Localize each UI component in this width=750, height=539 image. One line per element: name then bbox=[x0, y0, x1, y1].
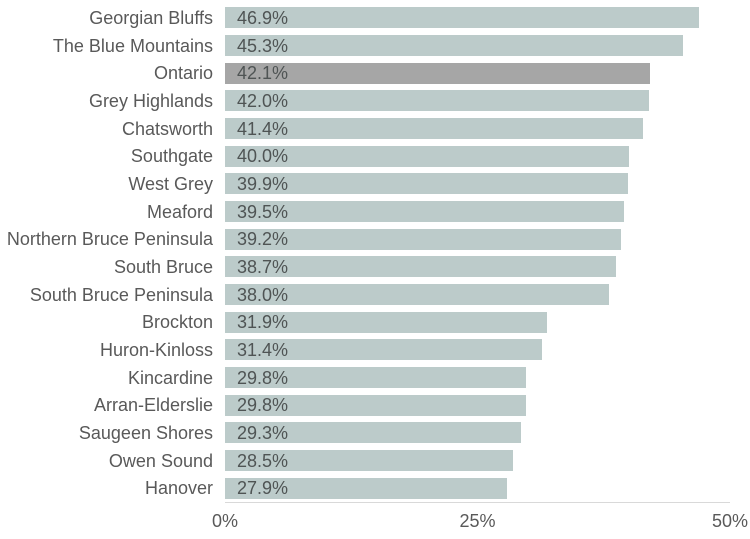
value-label: 31.9% bbox=[237, 312, 289, 333]
category-label: Saugeen Shores bbox=[78, 422, 213, 443]
category-label: South Bruce Peninsula bbox=[29, 284, 213, 305]
x-axis-line bbox=[225, 502, 730, 503]
value-label: 38.0% bbox=[237, 284, 289, 305]
bar-track: 45.3% bbox=[225, 35, 730, 56]
category-label: The Blue Mountains bbox=[52, 35, 213, 56]
category-label: Grey Highlands bbox=[88, 90, 213, 111]
bar: 45.3% bbox=[225, 35, 683, 56]
bar: 31.4% bbox=[225, 339, 543, 361]
bar: 46.9% bbox=[225, 7, 699, 29]
value-label: 28.5% bbox=[237, 450, 289, 471]
bar-row: Georgian Bluffs 46.9% bbox=[0, 4, 730, 32]
bar-row: Hanover 27.9% bbox=[0, 474, 730, 502]
bar-track: 39.9% bbox=[225, 173, 730, 195]
value-label: 29.8% bbox=[237, 395, 289, 416]
x-axis-tick-label: 25% bbox=[459, 511, 496, 531]
value-label: 29.8% bbox=[237, 367, 289, 388]
bar-track: 46.9% bbox=[225, 7, 730, 29]
bar-track: 38.0% bbox=[225, 284, 730, 306]
value-label: 39.5% bbox=[237, 201, 289, 222]
bar-track: 39.5% bbox=[225, 201, 730, 223]
value-label: 29.3% bbox=[237, 422, 289, 443]
bar: 39.2% bbox=[225, 228, 621, 250]
bar: 39.9% bbox=[225, 173, 628, 195]
bar-row: The Blue Mountains 45.3% bbox=[0, 32, 730, 60]
bar-row: South Bruce Peninsula 38.0% bbox=[0, 281, 730, 309]
bar-track: 39.2% bbox=[225, 228, 730, 250]
bar-row: Brockton 31.9% bbox=[0, 308, 730, 336]
bar: 39.5% bbox=[225, 201, 624, 223]
bar: 29.8% bbox=[225, 367, 526, 389]
bar: 38.0% bbox=[225, 284, 609, 306]
category-label: Arran-Elderslie bbox=[93, 395, 213, 416]
bar-track: 31.4% bbox=[225, 339, 730, 361]
category-label: Southgate bbox=[130, 146, 213, 167]
bar-track: 28.5% bbox=[225, 450, 730, 472]
value-label: 40.0% bbox=[237, 146, 289, 167]
bar-track: 29.8% bbox=[225, 394, 730, 416]
bar-row: Owen Sound 28.5% bbox=[0, 447, 730, 475]
value-label: 41.4% bbox=[237, 118, 289, 139]
bar: 42.1% bbox=[225, 62, 651, 84]
value-label: 42.1% bbox=[237, 63, 289, 84]
bar-track: 41.4% bbox=[225, 118, 730, 140]
bar-row: Northern Bruce Peninsula 39.2% bbox=[0, 225, 730, 253]
bar-row: Arran-Elderslie 29.8% bbox=[0, 391, 730, 419]
bar-track: 40.0% bbox=[225, 145, 730, 167]
bar-track: 31.9% bbox=[225, 311, 730, 333]
category-label: Ontario bbox=[153, 63, 213, 84]
category-label: Owen Sound bbox=[108, 450, 213, 471]
bar: 42.0% bbox=[225, 90, 650, 112]
bar: 29.8% bbox=[225, 394, 526, 416]
bar-track: 29.8% bbox=[225, 367, 730, 389]
bar-row: Grey Highlands 42.0% bbox=[0, 87, 730, 115]
x-axis-tick-label: 50% bbox=[711, 511, 749, 531]
value-label: 27.9% bbox=[237, 478, 289, 499]
x-axis-tick-label: 0% bbox=[211, 511, 239, 531]
bar-row: South Bruce 38.7% bbox=[0, 253, 730, 281]
value-label: 31.4% bbox=[237, 339, 289, 360]
bar-rows-container: Georgian Bluffs 46.9% The Blue Mountains… bbox=[0, 4, 730, 502]
bar: 27.9% bbox=[225, 477, 507, 499]
category-label: Kincardine bbox=[127, 367, 213, 388]
bar-row: Kincardine 29.8% bbox=[0, 364, 730, 392]
bar: 38.7% bbox=[225, 256, 616, 278]
bar: 40.0% bbox=[225, 145, 629, 167]
bar-row: Chatsworth 41.4% bbox=[0, 115, 730, 143]
value-label: 45.3% bbox=[237, 35, 289, 56]
bar-track: 38.7% bbox=[225, 256, 730, 278]
category-label: West Grey bbox=[128, 173, 213, 194]
category-label: South Bruce bbox=[113, 256, 213, 277]
category-label: Hanover bbox=[144, 478, 213, 499]
category-label: Huron-Kinloss bbox=[99, 339, 213, 360]
bar: 31.9% bbox=[225, 311, 548, 333]
category-label: Meaford bbox=[146, 201, 213, 222]
value-label: 46.9% bbox=[237, 7, 289, 28]
bar-row: Saugeen Shores 29.3% bbox=[0, 419, 730, 447]
bar: 28.5% bbox=[225, 450, 513, 472]
bar-track: 29.3% bbox=[225, 422, 730, 444]
bar-track: 42.0% bbox=[225, 90, 730, 112]
bar-row: West Grey 39.9% bbox=[0, 170, 730, 198]
value-label: 42.0% bbox=[237, 90, 289, 111]
bar: 29.3% bbox=[225, 422, 521, 444]
value-label: 38.7% bbox=[237, 256, 289, 277]
value-label: 39.9% bbox=[237, 173, 289, 194]
bar-row: Ontario 42.1% bbox=[0, 59, 730, 87]
bar-track: 27.9% bbox=[225, 477, 730, 499]
value-label: 39.2% bbox=[237, 229, 289, 250]
x-axis-tick-labels: 0% 25% 50% bbox=[212, 511, 748, 535]
category-label: Chatsworth bbox=[121, 118, 213, 139]
category-label: Brockton bbox=[141, 312, 213, 333]
bar-row: Meaford 39.5% bbox=[0, 198, 730, 226]
category-label: Georgian Bluffs bbox=[89, 7, 213, 28]
category-label: Northern Bruce Peninsula bbox=[6, 229, 213, 250]
bar: 41.4% bbox=[225, 118, 644, 140]
bar-row: Huron-Kinloss 31.4% bbox=[0, 336, 730, 364]
bar-track: 42.1% bbox=[225, 62, 730, 84]
bar-row: Southgate 40.0% bbox=[0, 142, 730, 170]
